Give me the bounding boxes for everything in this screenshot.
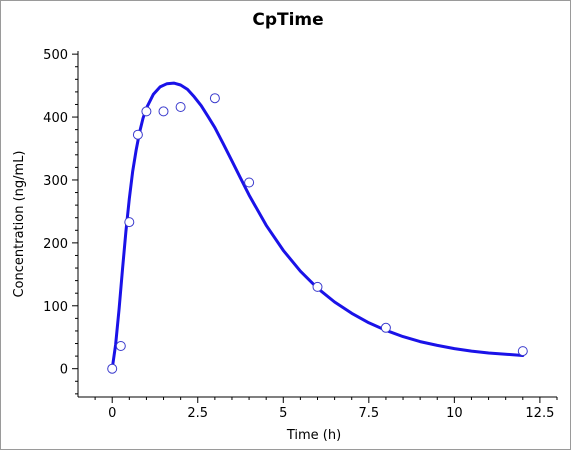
data-point [175, 102, 186, 112]
data-point [380, 322, 391, 333]
data-point [115, 341, 126, 351]
data-point [158, 106, 169, 117]
y-tick-label: 500 [43, 48, 68, 63]
data-point [141, 106, 152, 117]
fitted-curve-line [110, 81, 525, 371]
y-tick-label: 200 [43, 237, 68, 252]
x-tick-label: 2.5 [187, 406, 208, 421]
y-tick-label: 0 [60, 363, 68, 378]
data-point [209, 93, 220, 104]
y-tick-label: 400 [43, 111, 68, 126]
chart-title: CpTime [252, 10, 323, 30]
data-point [124, 217, 135, 228]
data-point [244, 177, 255, 188]
y-tick-label: 100 [43, 300, 68, 315]
data-point [132, 129, 143, 140]
observed-points [107, 93, 528, 374]
data-point [107, 363, 118, 374]
data-point [517, 346, 528, 357]
y-axis-label: Concentration (ng/mL) [12, 150, 27, 297]
x-tick-label: 12.5 [525, 406, 554, 421]
x-axis-label: Time (h) [286, 428, 341, 443]
x-tick-label: 0 [108, 406, 116, 421]
x-ticks: 0 2.5 5 7.5 10 12.5 [94, 397, 558, 421]
x-tick-label: 10 [446, 406, 463, 421]
y-ticks: 0 100 200 300 400 500 [43, 48, 78, 395]
x-tick-label: 5 [279, 406, 287, 421]
data-point [312, 281, 323, 292]
y-tick-label: 300 [43, 174, 68, 189]
x-tick-label: 7.5 [358, 406, 379, 421]
